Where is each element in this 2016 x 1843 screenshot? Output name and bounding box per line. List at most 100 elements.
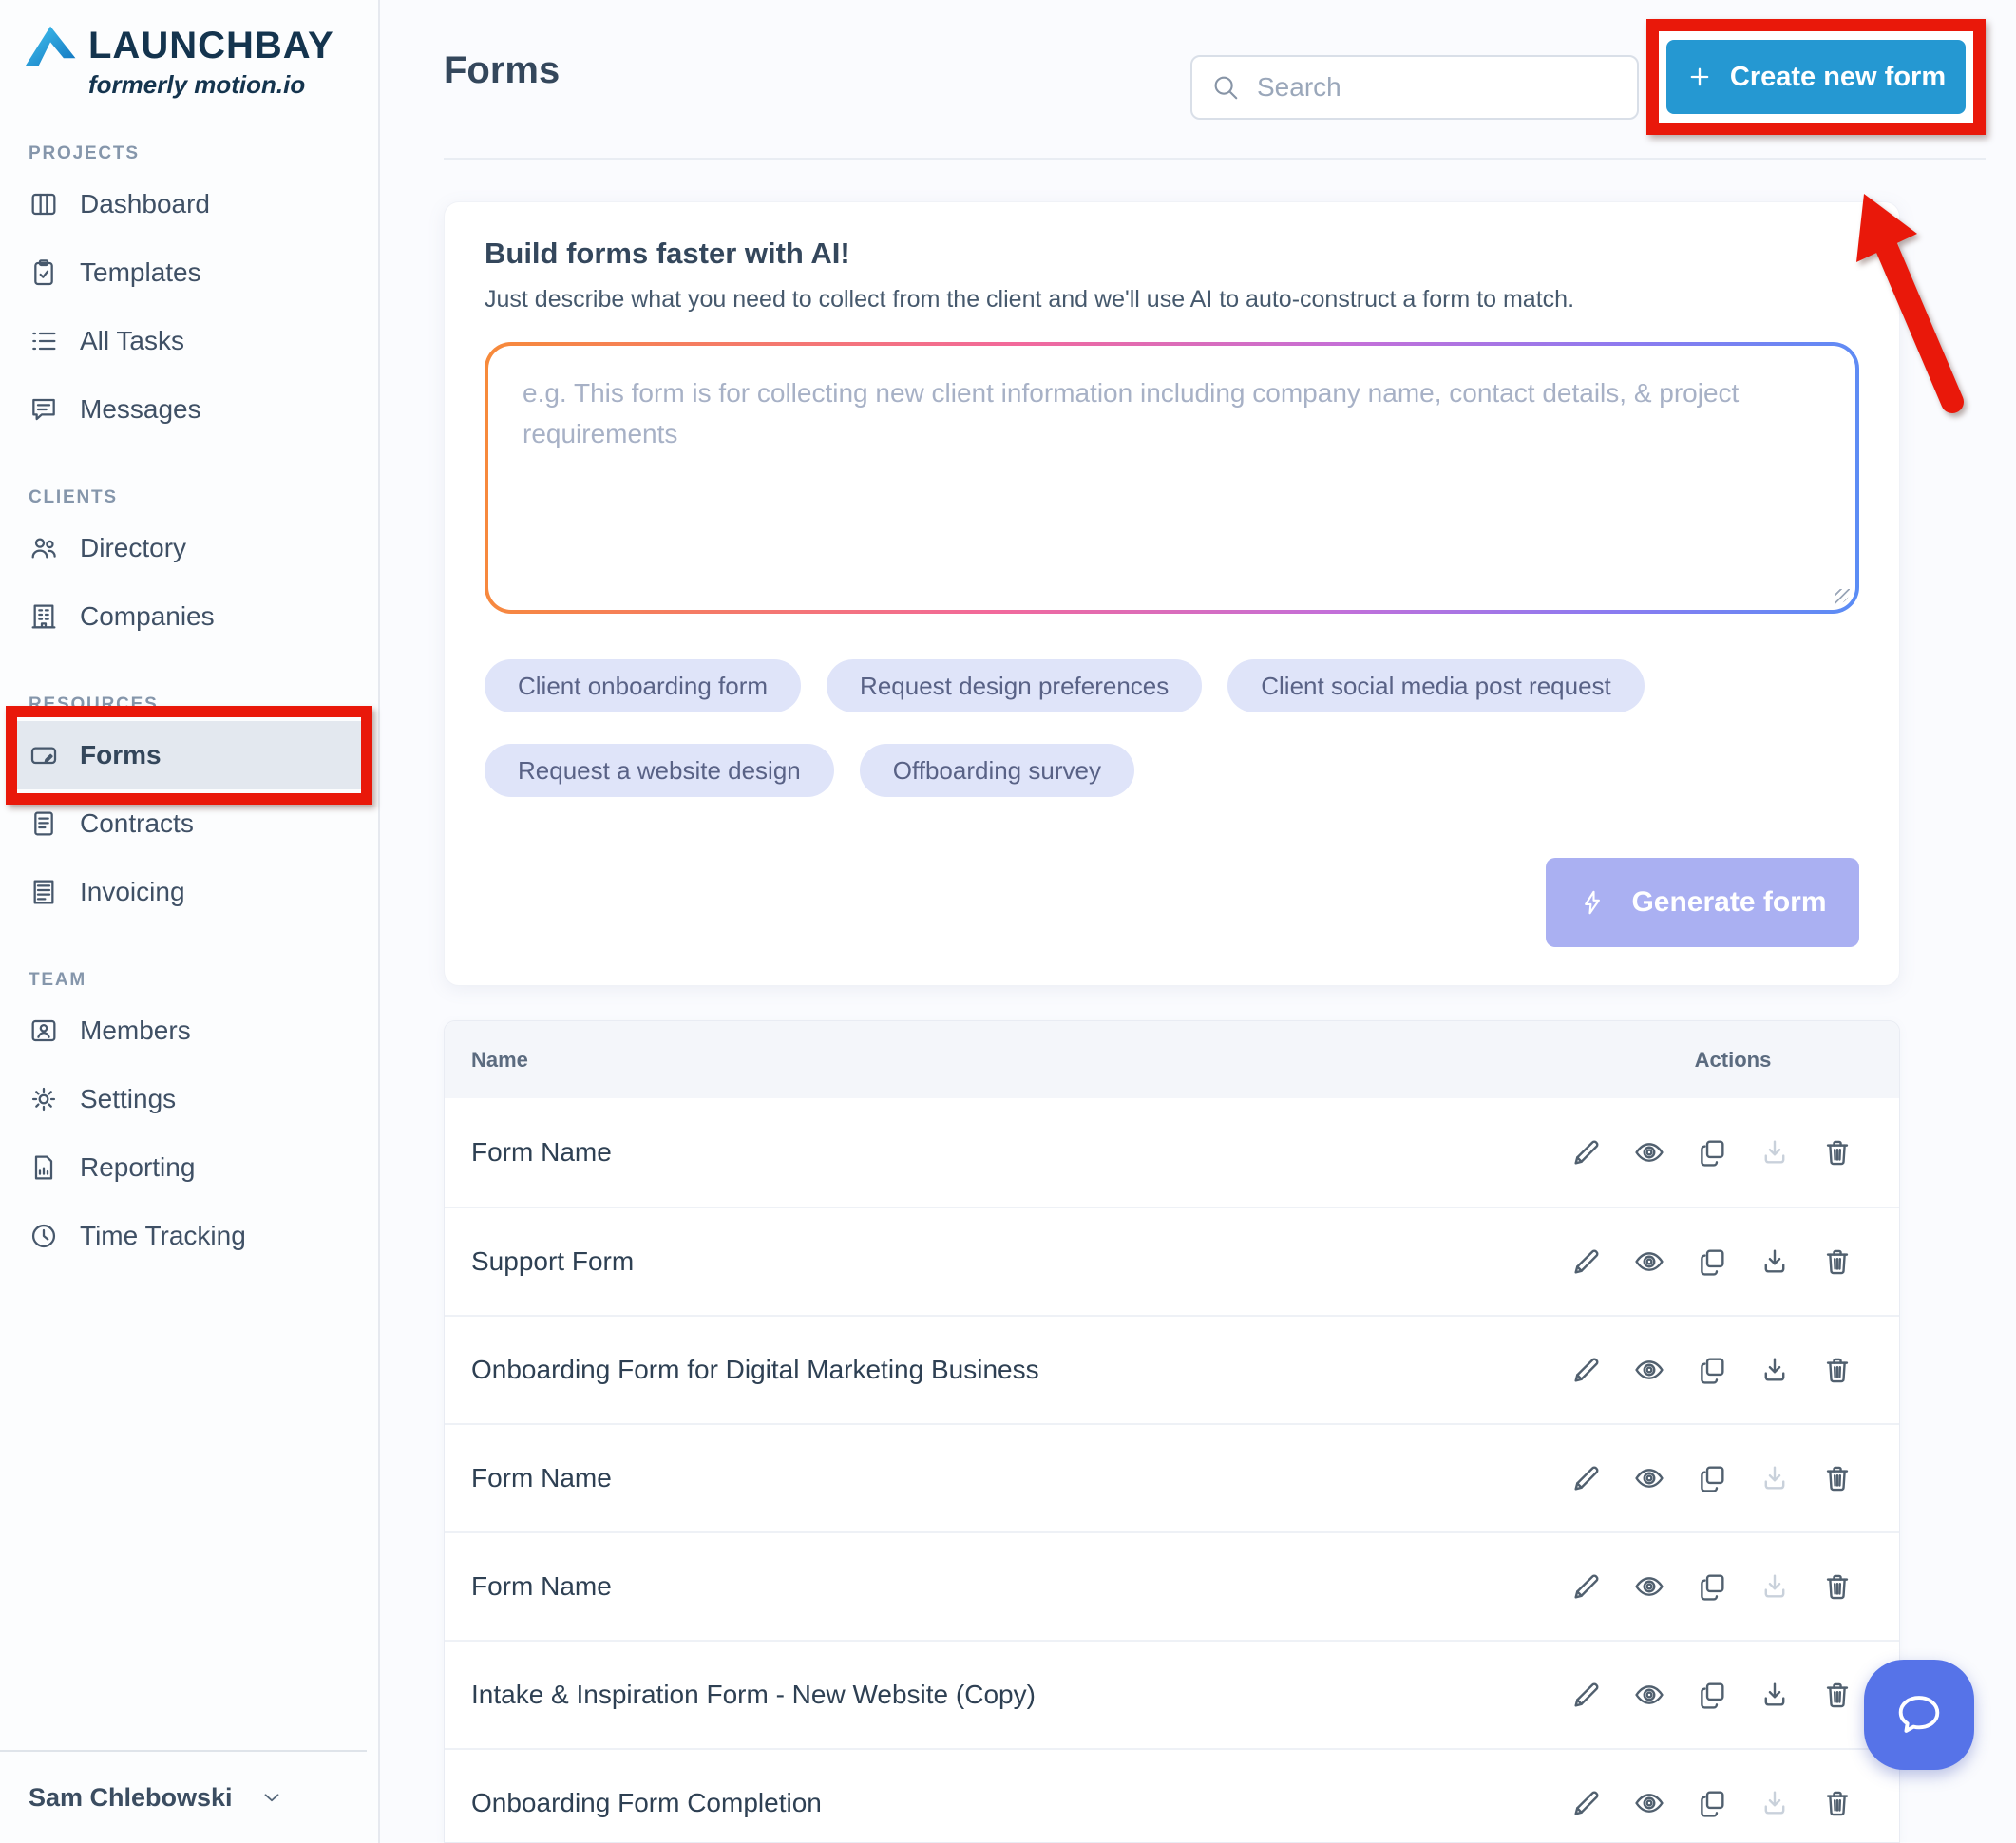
- download-button[interactable]: [1759, 1245, 1791, 1278]
- delete-button[interactable]: [1821, 1136, 1854, 1168]
- section-label: RESOURCES: [29, 694, 159, 714]
- user-menu[interactable]: Sam Chlebowski: [0, 1750, 367, 1843]
- delete-button[interactable]: [1821, 1570, 1854, 1603]
- download-icon: [1764, 1358, 1785, 1381]
- preview-button[interactable]: [1633, 1679, 1665, 1711]
- duplicate-button[interactable]: [1696, 1787, 1728, 1819]
- trash-icon: [1826, 1574, 1849, 1600]
- delete-button[interactable]: [1821, 1787, 1854, 1819]
- download-button: [1759, 1462, 1791, 1494]
- copy-icon: [1701, 1682, 1724, 1709]
- user-name: Sam Chlebowski: [29, 1782, 233, 1812]
- trash-icon: [1826, 1249, 1849, 1275]
- duplicate-button[interactable]: [1696, 1679, 1728, 1711]
- sidebar-item-settings[interactable]: Settings: [13, 1065, 365, 1133]
- suggestion-chip-client-social-media-post-request[interactable]: Client social media post request: [1227, 659, 1645, 712]
- sidebar-item-time-tracking[interactable]: Time Tracking: [13, 1202, 365, 1270]
- pencil-icon: [1574, 1574, 1599, 1599]
- delete-button[interactable]: [1821, 1462, 1854, 1494]
- download-icon: [1764, 1791, 1785, 1814]
- table-row: Support Form: [445, 1206, 1899, 1315]
- page-title: Forms: [444, 49, 561, 91]
- edit-button[interactable]: [1570, 1570, 1603, 1603]
- duplicate-button[interactable]: [1696, 1245, 1728, 1278]
- sidebar-item-companies[interactable]: Companies: [13, 582, 365, 651]
- create-new-form-label: Create new form: [1729, 61, 1947, 92]
- row-actions: [1574, 1570, 1899, 1603]
- duplicate-button[interactable]: [1696, 1570, 1728, 1603]
- duplicate-button[interactable]: [1696, 1462, 1728, 1494]
- preview-button[interactable]: [1633, 1245, 1665, 1278]
- eye-icon: [1635, 1143, 1664, 1162]
- sidebar-item-label: Dashboard: [80, 189, 210, 218]
- trash-icon: [1826, 1791, 1849, 1816]
- edit-button[interactable]: [1570, 1787, 1603, 1819]
- section-label: CLIENTS: [29, 487, 118, 507]
- preview-button[interactable]: [1633, 1787, 1665, 1819]
- sidebar: LAUNCHBAY formerly motion.io PROJECTS Das…: [0, 0, 380, 1843]
- main-content: Forms Create new form Build forms faster…: [380, 0, 2016, 1843]
- chat-widget-button[interactable]: [1864, 1660, 1974, 1770]
- sidebar-item-label: Companies: [80, 601, 215, 631]
- suggestion-chip-offboarding-survey[interactable]: Offboarding survey: [859, 744, 1134, 797]
- edit-button[interactable]: [1570, 1679, 1603, 1711]
- create-new-form-button[interactable]: Create new form: [1666, 40, 1966, 114]
- header-divider: [444, 158, 1986, 160]
- sidebar-item-reporting[interactable]: Reporting: [13, 1133, 365, 1202]
- sidebar-item-label: Settings: [80, 1084, 177, 1113]
- preview-button[interactable]: [1633, 1136, 1665, 1168]
- generate-form-button[interactable]: Generate form: [1546, 858, 1859, 947]
- suggestion-chip-request-a-website-design[interactable]: Request a website design: [485, 744, 834, 797]
- row-actions: [1574, 1354, 1899, 1386]
- sidebar-item-messages[interactable]: Messages: [13, 375, 365, 444]
- sidebar-item-contracts[interactable]: Contracts: [13, 789, 365, 858]
- download-button[interactable]: [1759, 1679, 1791, 1711]
- delete-button[interactable]: [1821, 1354, 1854, 1386]
- eye-icon: [1635, 1685, 1664, 1704]
- edit-button[interactable]: [1570, 1354, 1603, 1386]
- eye-icon: [1635, 1794, 1664, 1813]
- delete-button[interactable]: [1821, 1679, 1854, 1711]
- logo: LAUNCHBAY formerly motion.io: [0, 0, 378, 100]
- download-icon: [1764, 1574, 1785, 1598]
- trash-icon: [1826, 1466, 1849, 1492]
- duplicate-button[interactable]: [1696, 1354, 1728, 1386]
- brand-tagline: formerly motion.io: [88, 70, 306, 99]
- suggestion-chip-request-design-preferences[interactable]: Request design preferences: [827, 659, 1203, 712]
- sidebar-item-invoicing[interactable]: Invoicing: [13, 858, 365, 926]
- annotation-box-create-button: Create new form: [1646, 19, 1986, 135]
- copy-icon: [1701, 1358, 1724, 1384]
- section-label: TEAM: [29, 970, 87, 990]
- sidebar-section-resources: RESOURCES Forms Contracts Invoicing: [0, 689, 378, 926]
- preview-button[interactable]: [1633, 1462, 1665, 1494]
- plus-icon: [1690, 67, 1709, 86]
- sidebar-item-members[interactable]: Members: [13, 997, 365, 1065]
- sidebar-item-dashboard[interactable]: Dashboard: [13, 170, 365, 238]
- edit-button[interactable]: [1570, 1462, 1603, 1494]
- search-icon: [1214, 76, 1238, 100]
- copy-icon: [1701, 1791, 1724, 1817]
- row-actions: [1574, 1462, 1899, 1494]
- sidebar-item-forms[interactable]: Forms: [6, 706, 372, 805]
- trash-icon: [1826, 1682, 1849, 1708]
- copy-icon: [1701, 1466, 1724, 1492]
- suggestion-chip-client-onboarding-form[interactable]: Client onboarding form: [485, 659, 802, 712]
- download-button[interactable]: [1759, 1354, 1791, 1386]
- duplicate-button[interactable]: [1696, 1136, 1728, 1168]
- preview-button[interactable]: [1633, 1354, 1665, 1386]
- templates-icon: [34, 259, 53, 286]
- form-name: Onboarding Form for Digital Marketing Bu…: [471, 1355, 1039, 1384]
- preview-button[interactable]: [1633, 1570, 1665, 1603]
- edit-button[interactable]: [1570, 1245, 1603, 1278]
- sidebar-item-all-tasks[interactable]: All Tasks: [13, 307, 365, 375]
- copy-icon: [1701, 1574, 1724, 1601]
- download-icon: [1764, 1466, 1785, 1490]
- ai-prompt-gradient-border: [485, 342, 1859, 614]
- sidebar-item-templates[interactable]: Templates: [13, 238, 365, 307]
- edit-button[interactable]: [1570, 1136, 1603, 1168]
- sidebar-item-directory[interactable]: Directory: [13, 514, 365, 582]
- ai-prompt-textarea[interactable]: [488, 346, 1855, 610]
- sidebar-item-label: Messages: [80, 394, 201, 424]
- delete-button[interactable]: [1821, 1245, 1854, 1278]
- search-input[interactable]: [1240, 57, 1637, 118]
